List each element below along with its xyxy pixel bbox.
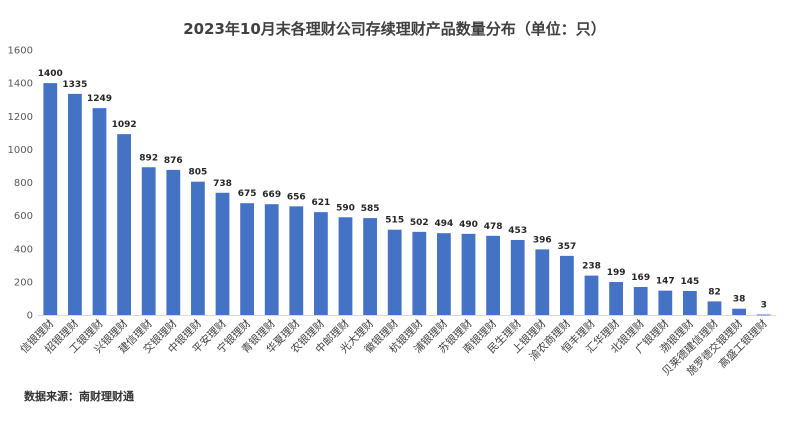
bar (510, 239, 525, 315)
bar (609, 282, 623, 315)
data-label: 3 (761, 301, 767, 311)
y-tick-label: 1600 (8, 46, 33, 57)
y-tick-label: 200 (14, 277, 33, 288)
data-label: 502 (410, 218, 429, 228)
bar (461, 233, 476, 315)
bar (289, 206, 304, 315)
bar (560, 255, 574, 315)
bar (756, 314, 771, 316)
y-tick-label: 400 (14, 244, 33, 255)
bar (264, 204, 279, 315)
data-label: 238 (582, 262, 601, 272)
data-label: 585 (361, 204, 380, 214)
bar (412, 231, 427, 315)
bar (486, 235, 500, 315)
bar (633, 287, 648, 315)
y-tick-label: 0 (27, 311, 33, 322)
bar (338, 217, 353, 315)
bar (240, 203, 254, 315)
bar (683, 290, 697, 315)
data-label: 876 (164, 156, 183, 166)
bar (314, 212, 328, 315)
data-label: 738 (213, 179, 232, 189)
data-label: 494 (435, 219, 454, 229)
data-label: 199 (607, 268, 626, 278)
y-tick-label: 1000 (8, 145, 33, 156)
data-label: 892 (139, 153, 158, 163)
data-label: 669 (262, 190, 281, 200)
data-label: 515 (385, 216, 404, 226)
bar (535, 249, 550, 315)
bar (363, 218, 377, 315)
bar (732, 308, 746, 315)
axis-layer: 0 200 400 600 800 1000 1200 1400 1600 (8, 46, 776, 322)
data-label: 675 (238, 189, 257, 199)
bar (68, 93, 82, 315)
data-label: 169 (631, 273, 650, 283)
bar (141, 167, 156, 315)
chart-title: 2023年10月末各理财公司存续理财产品数量分布（单位：只） (183, 20, 606, 38)
bar (117, 134, 131, 315)
data-label: 357 (558, 242, 577, 252)
data-label: 145 (681, 277, 700, 287)
bar (584, 275, 599, 315)
data-label: 478 (484, 222, 503, 232)
data-label: 147 (656, 277, 675, 287)
data-label: 1400 (38, 69, 63, 79)
y-tick-label: 1200 (8, 112, 33, 123)
bar (166, 169, 181, 315)
data-label: 82 (708, 287, 721, 297)
data-label: 1092 (112, 120, 137, 130)
data-label: 805 (189, 168, 208, 178)
y-tick-label: 1400 (8, 79, 33, 90)
source-note: 数据来源：南财理财通 (24, 390, 134, 403)
bar (658, 290, 673, 315)
bar (387, 229, 402, 315)
data-label: 490 (459, 220, 478, 230)
data-label: 1249 (87, 94, 112, 104)
bar (191, 181, 205, 315)
bar (43, 83, 58, 315)
y-tick-label: 800 (14, 178, 33, 189)
y-tick-label: 600 (14, 211, 33, 222)
data-label: 453 (508, 226, 527, 236)
bar (215, 192, 230, 315)
data-label: 590 (336, 203, 355, 213)
bar (437, 233, 451, 315)
data-label: 1335 (62, 80, 87, 90)
bars-layer (43, 83, 771, 316)
data-label: 396 (533, 235, 552, 245)
data-label: 38 (733, 295, 746, 305)
bar (707, 301, 722, 315)
data-label: 656 (287, 192, 306, 202)
data-label: 621 (312, 198, 331, 208)
bar (92, 108, 107, 316)
